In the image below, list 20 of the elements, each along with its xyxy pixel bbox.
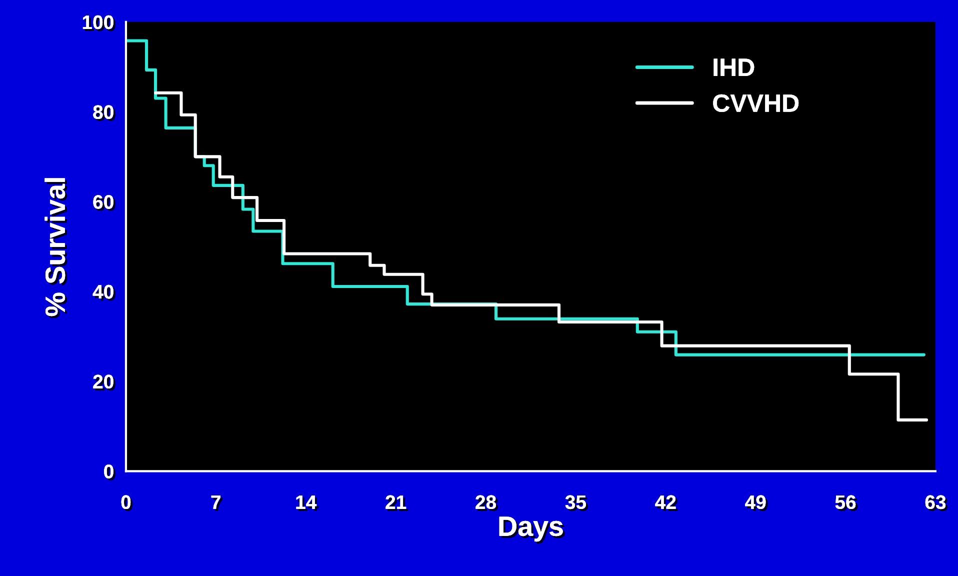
x-tick-label: 42 xyxy=(655,495,678,511)
y-tick-label: 100 xyxy=(82,15,116,32)
x-tick-label: 14 xyxy=(296,495,319,511)
x-tick-label: 0 xyxy=(121,495,133,512)
x-tick-label: 49 xyxy=(745,495,768,512)
y-tick-label: 80 xyxy=(93,105,116,122)
x-tick-label: 28 xyxy=(476,495,498,512)
legend-label: CVVHD xyxy=(713,94,801,114)
x-tick-label: 7 xyxy=(211,495,223,511)
y-axis-title: % Survival xyxy=(44,178,68,318)
x-tick-label: 21 xyxy=(386,495,408,511)
x-tick-label: 56 xyxy=(835,495,858,512)
y-tick-label: 0 xyxy=(104,464,116,480)
x-axis-title: Days xyxy=(499,516,565,544)
legend-label: IHD xyxy=(714,58,756,78)
x-tick-label: 63 xyxy=(925,495,948,512)
y-tick-label: 20 xyxy=(93,374,116,391)
y-tick-label: 60 xyxy=(93,195,116,211)
x-tick-label: 35 xyxy=(565,495,588,512)
y-tick-label: 40 xyxy=(92,284,116,301)
